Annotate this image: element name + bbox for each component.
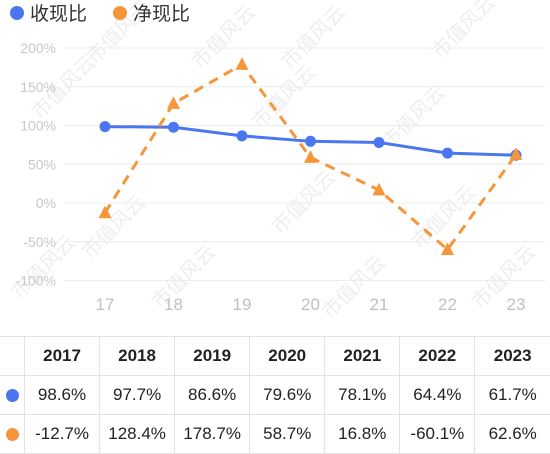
table-row-marker (0, 414, 25, 454)
table-year-cell: 2023 (474, 336, 550, 376)
table-cell: -12.7% (23, 414, 101, 454)
table-year-cell: 2021 (324, 336, 401, 376)
table-cell: -60.1% (399, 414, 476, 454)
table-row: -12.7% 128.4% 178.7% 58.7% 16.8% -60.1% … (0, 414, 550, 454)
series-1-point (304, 150, 317, 163)
data-table: 2017 2018 2019 2020 2021 2022 2023 98.6%… (0, 336, 550, 454)
legend-label-series-0: 收现比 (30, 3, 87, 25)
table-row-marker (0, 375, 25, 415)
watermark-text: 市值风云 (77, 191, 150, 264)
x-tick-label: 22 (438, 295, 457, 314)
x-tick-label: 23 (507, 295, 526, 314)
x-tick-label: 21 (370, 295, 389, 314)
x-tick-label: 17 (96, 295, 115, 314)
series-0-point (168, 121, 179, 133)
table-cell: 178.7% (174, 414, 251, 454)
y-tick-label: 50% (28, 156, 56, 172)
legend: 收现比 净现比 (10, 3, 190, 25)
legend-label-series-1: 净现比 (133, 3, 190, 25)
table-corner-cell (0, 336, 25, 376)
table-cell: 78.1% (324, 375, 401, 415)
series-1-point (235, 57, 249, 70)
series-1-point (372, 182, 386, 196)
table-cell: 61.7% (474, 375, 550, 415)
table-row: 98.6% 97.7% 86.6% 79.6% 78.1% 64.4% 61.7… (0, 375, 550, 415)
series-0-point (305, 135, 316, 147)
watermark-text: 市值风云 (147, 241, 220, 314)
series-0-point (99, 121, 111, 133)
watermark-text: 市值风云 (427, 0, 500, 64)
watermark-text: 市值风云 (187, 1, 260, 74)
table-cell: 128.4% (99, 414, 176, 454)
table-cell: 62.6% (474, 414, 550, 454)
table-year-cell: 2020 (249, 336, 326, 376)
x-tick-label: 18 (164, 295, 183, 314)
y-tick-label: 100% (20, 118, 56, 134)
watermark-text: 市值风云 (267, 166, 340, 239)
x-axis: 17 18 19 20 21 22 23 (96, 295, 526, 314)
series-0-dot-icon (5, 389, 19, 403)
series-1-point (98, 205, 112, 219)
table-cell: 98.6% (23, 375, 101, 415)
table-cell: 97.7% (99, 375, 176, 415)
table-year-cell: 2019 (174, 336, 251, 376)
table-year-cell: 2018 (99, 336, 176, 376)
series-1-point (167, 96, 180, 109)
table-cell: 86.6% (174, 375, 251, 415)
series-0-point (373, 136, 385, 148)
series-1-point (509, 147, 523, 160)
y-tick-label: -100% (16, 273, 56, 289)
table-year-cell: 2017 (23, 336, 101, 376)
x-tick-label: 19 (233, 295, 252, 314)
table-header-row: 2017 2018 2019 2020 2021 2022 2023 (0, 336, 550, 376)
series-1-dot-icon (5, 428, 19, 442)
y-tick-label: -50% (23, 234, 56, 250)
legend-marker-series-1 (113, 6, 127, 20)
series-0-point (236, 130, 248, 142)
table-cell: 64.4% (399, 375, 476, 415)
y-tick-label: 150% (20, 79, 56, 95)
series-layer (98, 57, 523, 255)
watermark-text: 市值风云 (467, 241, 540, 314)
y-tick-label: 200% (20, 40, 56, 56)
table-cell: 58.7% (249, 414, 326, 454)
y-tick-label: 0% (36, 195, 56, 211)
watermark-text: 市值风云 (277, 1, 350, 74)
y-axis: 200% 150% 100% 50% 0% -50% -100% (16, 40, 56, 289)
x-tick-label: 20 (301, 295, 320, 314)
series-1-point (441, 242, 454, 255)
legend-marker-series-0 (10, 6, 24, 20)
series-0-point (442, 147, 453, 159)
table-cell: 16.8% (324, 414, 401, 454)
table-year-cell: 2022 (399, 336, 476, 376)
table-cell: 79.6% (249, 375, 326, 415)
